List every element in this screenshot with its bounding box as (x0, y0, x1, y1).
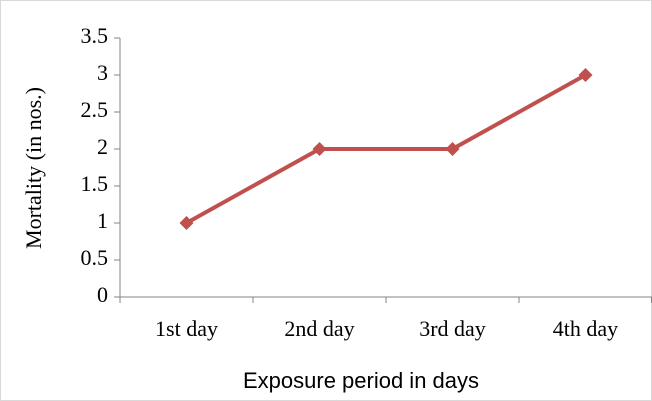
y-tick-label: 2 (97, 134, 108, 159)
y-tick-label: 1 (97, 208, 108, 233)
data-point (578, 68, 593, 82)
y-tick-label: 1.5 (81, 171, 109, 196)
y-tick-label: 0.5 (81, 245, 109, 270)
x-tick-label: 2nd day (284, 316, 354, 341)
data-line (185, 73, 587, 225)
x-tick-label: 4th day (553, 316, 618, 341)
y-axis-title: Mortality (in nos.) (21, 87, 46, 249)
y-tick-label: 2.5 (81, 97, 109, 122)
data-point (445, 142, 460, 156)
data-point (179, 216, 194, 230)
y-tick-label: 0 (97, 282, 108, 307)
data-point (312, 142, 327, 156)
x-axis-title: Exposure period in days (243, 368, 479, 393)
y-tick-label: 3 (97, 60, 108, 85)
y-tick-label: 3.5 (81, 23, 109, 48)
x-tick-label: 3rd day (419, 316, 486, 341)
x-tick-label: 1st day (155, 316, 218, 341)
